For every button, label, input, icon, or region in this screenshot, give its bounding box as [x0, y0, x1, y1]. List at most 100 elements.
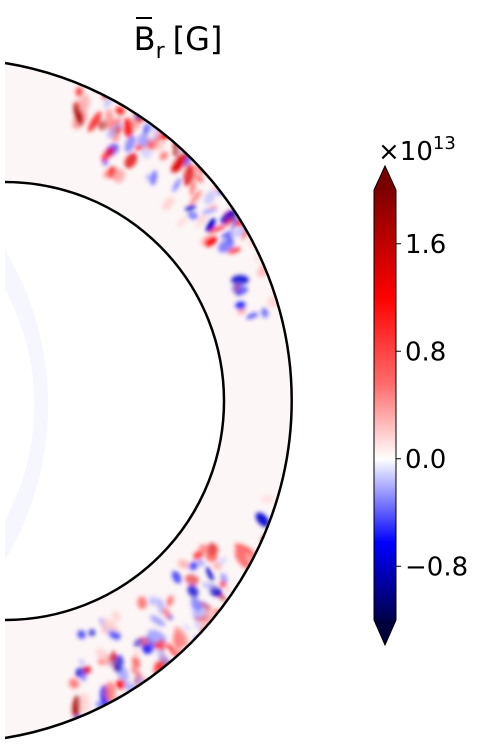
- negative-field-blob: [217, 640, 234, 661]
- negative-field-blob: [265, 213, 275, 222]
- chart-title: Br [G]: [134, 20, 223, 64]
- negative-field-blob: [259, 195, 272, 208]
- positive-field-blob: [279, 549, 292, 561]
- negative-field-blob: [148, 598, 157, 606]
- positive-field-blob: [87, 111, 102, 132]
- positive-field-blob: [144, 81, 151, 105]
- negative-field-blob: [124, 135, 136, 153]
- positive-field-blob: [75, 86, 83, 98]
- inner-boundary: [4, 180, 226, 622]
- positive-field-blob: [200, 214, 208, 222]
- positive-field-blob: [306, 303, 321, 310]
- negative-field-blob: [150, 170, 158, 186]
- positive-field-blob: [337, 408, 344, 417]
- positive-field-blob: [310, 461, 319, 472]
- positive-field-blob: [285, 542, 292, 548]
- positive-field-blob: [305, 317, 314, 330]
- negative-field-blob: [255, 512, 270, 527]
- negative-field-blob: [231, 226, 247, 238]
- positive-field-blob: [148, 690, 161, 706]
- positive-field-blob: [204, 236, 218, 247]
- positive-field-blob: [300, 555, 311, 566]
- negative-field-blob: [205, 218, 216, 233]
- positive-field-blob: [248, 193, 265, 211]
- positive-field-blob: [313, 481, 324, 492]
- positive-field-blob: [114, 74, 128, 88]
- positive-field-blob: [115, 126, 122, 134]
- positive-field-blob: [259, 589, 277, 596]
- negative-field-blob: [261, 307, 269, 318]
- negative-field-blob: [232, 164, 253, 179]
- positive-field-blob: [153, 140, 166, 153]
- positive-field-blob: [247, 578, 257, 586]
- negative-field-blob: [269, 528, 278, 536]
- negative-field-blob: [245, 312, 259, 320]
- negative-field-blob: [123, 705, 139, 721]
- negative-field-blob: [201, 582, 218, 591]
- positive-field-blob: [219, 155, 234, 165]
- positive-field-blob: [256, 184, 267, 196]
- positive-field-blob: [279, 577, 292, 583]
- positive-field-blob: [300, 519, 309, 528]
- negative-field-blob: [281, 563, 292, 578]
- positive-field-blob: [298, 497, 311, 510]
- negative-field-blob: [221, 635, 237, 651]
- negative-field-blob: [221, 231, 233, 239]
- positive-field-blob: [279, 548, 286, 555]
- positive-field-blob: [106, 620, 119, 632]
- negative-field-blob: [112, 631, 121, 641]
- positive-field-blob: [245, 157, 256, 173]
- positive-field-blob: [264, 559, 272, 570]
- positive-field-blob: [172, 631, 184, 649]
- positive-field-blob: [68, 678, 80, 689]
- negative-field-blob: [142, 123, 150, 136]
- positive-field-blob: [166, 595, 174, 607]
- positive-field-blob: [72, 695, 81, 718]
- colorbar-tick-label: 1.6: [405, 230, 446, 260]
- positive-field-blob: [312, 502, 320, 512]
- positive-field-blob: [202, 152, 217, 161]
- positive-field-blob: [124, 152, 138, 169]
- negative-field-blob: [83, 722, 94, 730]
- positive-field-blob: [264, 583, 274, 594]
- positive-field-blob: [189, 181, 196, 196]
- negative-field-blob: [203, 190, 216, 205]
- positive-field-blob: [129, 98, 137, 106]
- colorbar-tick-label: 0.8: [405, 337, 446, 367]
- negative-field-blob: [183, 623, 191, 632]
- positive-field-blob: [217, 639, 231, 652]
- negative-field-blob: [269, 587, 284, 599]
- positive-field-blob: [116, 679, 126, 690]
- positive-field-blob: [227, 247, 241, 254]
- negative-field-blob: [156, 688, 163, 707]
- positive-field-blob: [338, 426, 346, 435]
- positive-field-blob: [326, 370, 339, 381]
- positive-field-blob: [235, 623, 247, 635]
- positive-field-blob: [115, 106, 125, 115]
- positive-field-blob: [192, 131, 205, 149]
- positive-field-blob: [205, 125, 216, 146]
- positive-field-blob: [209, 204, 217, 210]
- positive-field-blob: [113, 168, 125, 183]
- title-symbol: B: [134, 20, 156, 58]
- negative-field-blob: [231, 283, 246, 294]
- positive-field-blob: [251, 221, 271, 235]
- negative-field-blob: [231, 214, 240, 231]
- positive-field-blob: [135, 689, 145, 703]
- positive-field-blob: [252, 203, 267, 222]
- positive-field-blob: [227, 166, 243, 187]
- positive-field-blob: [296, 358, 314, 371]
- positive-field-blob: [225, 587, 232, 594]
- positive-field-blob: [255, 179, 267, 191]
- positive-field-blob: [207, 542, 219, 556]
- negative-field-blob: [204, 660, 222, 679]
- positive-field-blob: [247, 626, 255, 645]
- positive-field-blob: [224, 648, 236, 660]
- title-unit: [G]: [173, 20, 223, 58]
- positive-field-blob: [189, 190, 202, 205]
- colorbar-multiplier: ×1013: [378, 133, 456, 167]
- negative-field-blob: [190, 596, 202, 612]
- positive-field-blob: [133, 650, 140, 656]
- negative-field-blob: [233, 181, 247, 194]
